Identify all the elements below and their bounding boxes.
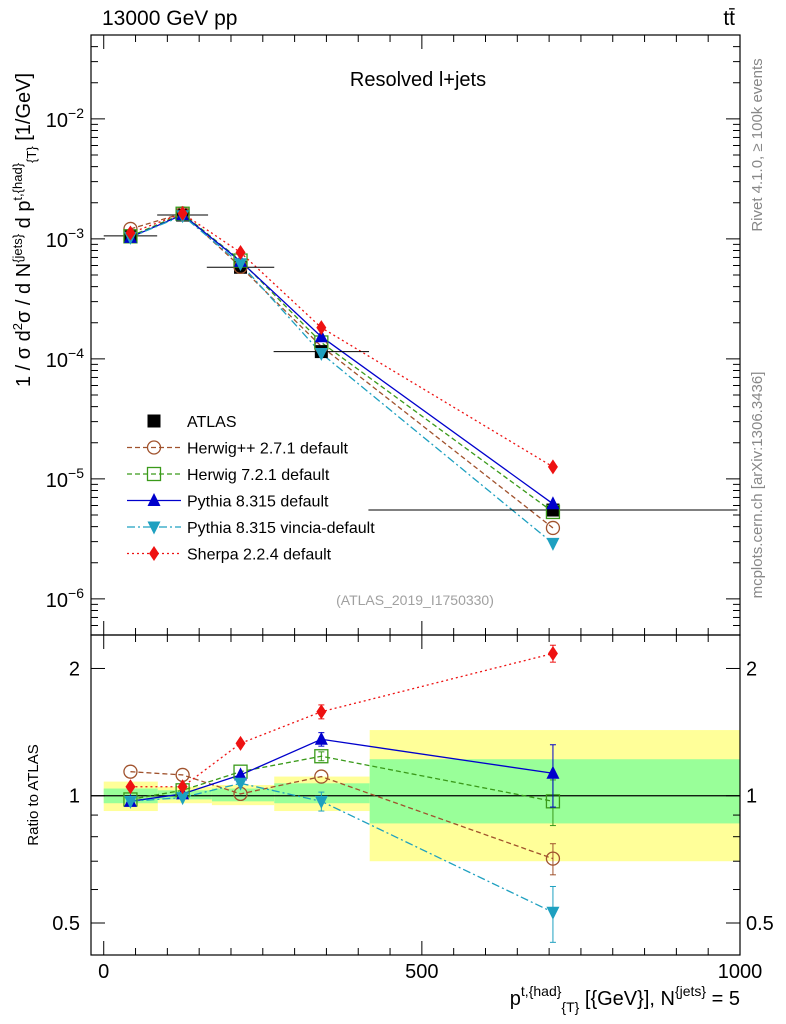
series-point [234, 258, 248, 272]
legend-label: Herwig 7.2.1 default [187, 467, 330, 484]
ratio-series-line [130, 771, 554, 860]
x-tick-labels: 0 500 1000 [98, 961, 762, 983]
legend-label: ATLAS [187, 414, 237, 431]
mcplots-label: mcplots.cern.ch [arXiv:1306.3436] [749, 372, 766, 599]
y-tick-label: 0.5 [746, 913, 774, 935]
ratio-point [177, 779, 188, 795]
y-tick-label: 1 [69, 786, 80, 808]
y-tick-label: 2 [69, 658, 80, 680]
ratio-point [314, 769, 329, 784]
ratio-point [314, 795, 328, 809]
energy-label: 13000 GeV pp [102, 7, 237, 30]
legend-marker [146, 440, 162, 455]
series-point [235, 244, 246, 260]
chart-title: Resolved l+jets [350, 69, 486, 91]
x-axis-label: pt,{had}{T} [{GeV}], N{jets} = 5 [510, 983, 740, 1015]
ratio-point [125, 779, 136, 795]
main-y-tick-labels: 10−6 10−5 10−4 10−3 10−2 [46, 105, 84, 612]
ratio-point [314, 749, 329, 764]
uncertainty-bands [91, 730, 740, 862]
analysis-tag: (ATLAS_2019_I1750330) [336, 592, 494, 608]
x-tick-label: 1000 [718, 961, 763, 983]
series-point [547, 459, 558, 475]
ratio-point [547, 645, 558, 661]
stat-uncertainty-band [274, 783, 370, 804]
legend: ATLAS Herwig++ 2.7.1 default Herwig 7.2.1 … [127, 414, 375, 564]
series-line [130, 213, 554, 505]
ratio-point [123, 795, 137, 809]
ratio-series-line [130, 782, 554, 913]
ratio-panel: 0.5 0.5 1 1 2 2 0 500 1000 Ratio to ATLAS pt,{h… [25, 634, 774, 1015]
main-axis-ticks [91, 34, 741, 636]
legend-marker [146, 466, 162, 482]
series-point [314, 347, 328, 361]
y-tick-label: 10−6 [46, 585, 84, 612]
series-point [546, 496, 560, 510]
main-panel: 10−6 10−5 10−4 10−3 10−2 Resolved l+jets (AT… [10, 34, 741, 636]
legend-marker [147, 493, 161, 506]
y-tick-label: 10−3 [46, 225, 84, 252]
main-frame [90, 34, 741, 636]
ratio-series-line [130, 652, 554, 788]
series-line [130, 212, 554, 529]
legend-label: Pythia 8.315 vincia-default [187, 520, 375, 537]
main-data-points [103, 205, 738, 551]
ratio-point [235, 735, 246, 751]
series-point [125, 225, 136, 241]
rivet-label: Rivet 4.1.0, ≥ 100k events [749, 58, 766, 231]
y-tick-label: 10−5 [46, 465, 84, 492]
ratio-y-axis-label: Ratio to ATLAS [25, 744, 42, 845]
y-tick-label: 10−4 [46, 345, 84, 372]
series-point [314, 329, 328, 343]
y-tick-label: 0.5 [52, 913, 80, 935]
y-tick-label: 10−2 [46, 105, 84, 132]
legend-marker [147, 521, 161, 535]
legend-label: Sherpa 2.2.4 default [187, 547, 332, 564]
ratio-frame [90, 634, 741, 956]
series-point [177, 205, 188, 221]
series-point [316, 320, 327, 336]
y-tick-label: 2 [746, 658, 757, 680]
y-tick-label: 1 [746, 786, 757, 808]
series-point [545, 520, 561, 536]
ratio-data-points [123, 644, 561, 943]
x-tick-label: 0 [98, 961, 109, 983]
ratio-point [234, 777, 248, 791]
series-point [546, 537, 560, 551]
ratio-point [316, 704, 327, 720]
ratio-point [546, 906, 560, 920]
x-tick-label: 500 [405, 961, 438, 983]
stat-uncertainty-band [211, 788, 275, 802]
ratio-point [123, 764, 138, 779]
ratio-axis-ticks [91, 635, 741, 955]
process-label: tt̄ [723, 7, 735, 30]
ratio-point [545, 851, 561, 866]
ratio-y-tick-labels: 0.5 0.5 1 1 2 2 [52, 658, 774, 935]
legend-label: Herwig++ 2.7.1 default [187, 441, 349, 458]
legend-marker [147, 414, 161, 428]
main-y-axis-label: 1 / σ d2σ / d N{jets} d pt,{had}{T} [1/G… [10, 73, 39, 387]
legend-marker [149, 546, 159, 561]
ratio-point [234, 767, 248, 781]
ratio-point [176, 792, 190, 806]
ratio-point [546, 765, 560, 779]
ratio-point [314, 731, 328, 745]
legend-label: Pythia 8.315 default [187, 494, 329, 511]
